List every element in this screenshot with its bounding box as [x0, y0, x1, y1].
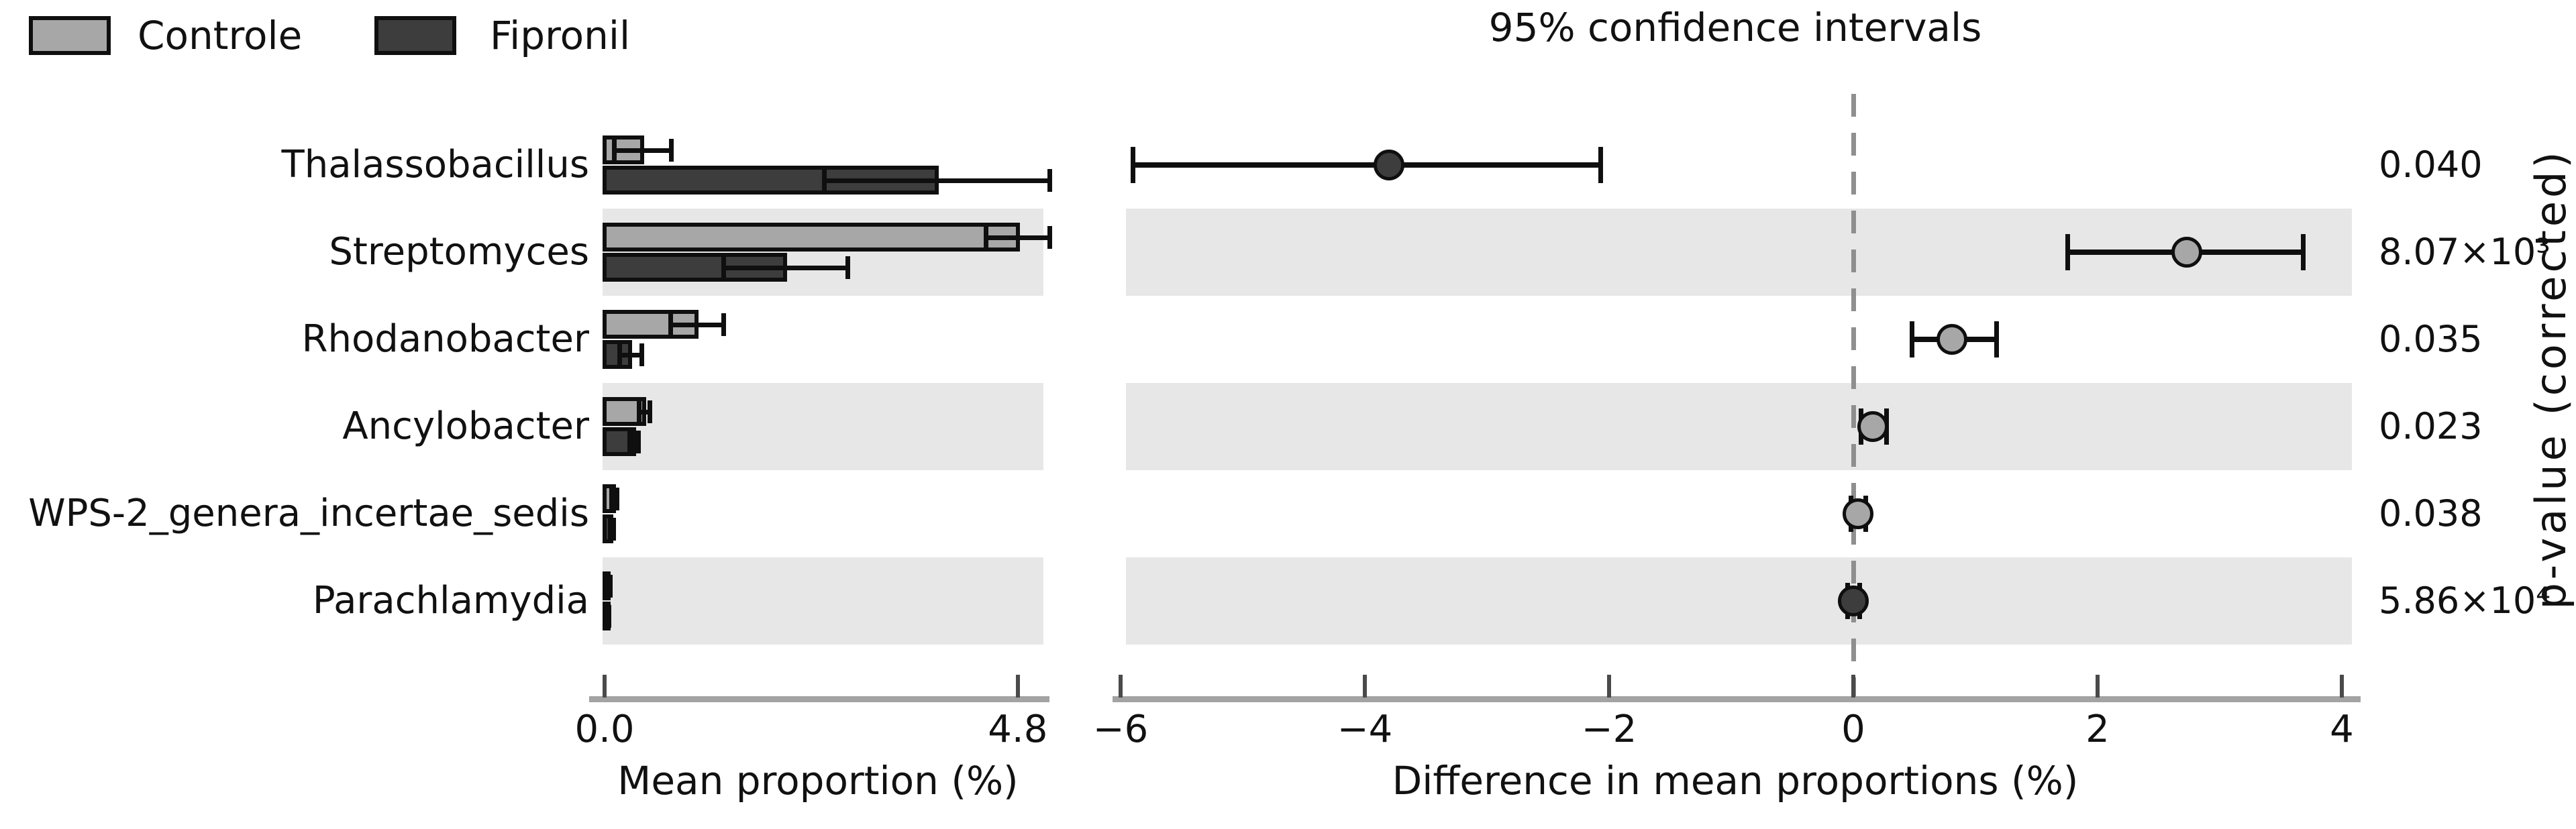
fipronil-bar: [603, 166, 939, 195]
left-axis-tick: [1015, 675, 1020, 698]
fipronil-sd-cap-high: [611, 518, 616, 541]
fipronil-sd-cap-low: [627, 431, 633, 453]
left-axis-tick-label: 0.0: [574, 708, 635, 751]
right-axis-tick-label: −4: [1337, 708, 1393, 751]
fipronil-sd-cap-high: [1047, 169, 1053, 192]
ci-mean-marker: [1374, 150, 1405, 180]
fipronil-sd-cap-high: [845, 256, 850, 279]
right-axis-tick-label: 2: [2085, 708, 2110, 751]
row-label: Thalassobacillus: [281, 143, 590, 186]
ci-mean-marker: [1857, 411, 1889, 442]
right-panel-x-axis-title: Difference in mean proportions (%): [1392, 758, 2079, 804]
fipronil-sd-cap-low: [607, 518, 613, 541]
p-value: 0.035: [2379, 318, 2483, 360]
controle-sd-whisker: [614, 148, 671, 153]
right-axis-tick: [1607, 675, 1611, 698]
ci-mean-marker: [1937, 324, 1968, 355]
p-value: 8.07×10³: [2379, 231, 2551, 273]
ci-cap-high: [1994, 321, 1999, 357]
ci-line: [1133, 162, 1601, 168]
left-panel-x-axis-line: [589, 696, 1049, 702]
controle-sd-cap-high: [721, 313, 727, 336]
left-panel-x-axis-title: Mean proportion (%): [617, 758, 1019, 804]
right-axis-tick-label: 0: [1841, 708, 1865, 751]
row-band-left: [603, 383, 1043, 470]
row-band-right: [1126, 383, 2352, 470]
fipronil-sd-whisker: [619, 353, 642, 357]
ci-cap-low: [2065, 234, 2070, 270]
ci-mean-marker: [1843, 498, 1874, 529]
right-axis-tick: [1363, 675, 1367, 698]
row-label: Streptomyces: [329, 230, 589, 274]
ci-mean-marker: [1838, 586, 1869, 616]
right-axis-tick-label: −6: [1092, 708, 1149, 751]
p-value: 5.86×10⁴: [2379, 579, 2551, 622]
controle-bar: [603, 223, 1020, 252]
chart-title: 95% confidence intervals: [1488, 5, 1982, 50]
p-value: 0.038: [2379, 492, 2483, 535]
controle-sd-cap-high: [1047, 226, 1053, 249]
fipronil-sd-cap-high: [607, 605, 612, 628]
zero-reference-line: [1851, 94, 1856, 701]
left-axis-tick: [603, 675, 607, 698]
legend-label-fipronil: Fipronil: [490, 13, 631, 58]
right-axis-tick: [2096, 675, 2100, 698]
right-axis-tick: [2340, 675, 2344, 698]
row-label: Rhodanobacter: [301, 317, 589, 361]
p-value: 0.040: [2379, 144, 2483, 186]
fipronil-sd-cap-low: [617, 343, 622, 366]
controle-sd-cap-high: [614, 488, 619, 510]
row-band-right: [1126, 557, 2352, 645]
ci-cap-high: [2300, 234, 2306, 270]
controle-sd-cap-low: [637, 400, 642, 423]
controle-sd-cap-low: [668, 313, 673, 336]
controle-sd-cap-high: [668, 139, 674, 162]
fipronil-sd-whisker: [723, 266, 847, 270]
row-label: WPS-2_genera_incertae_sedis: [28, 492, 589, 535]
p-value: 0.023: [2379, 405, 2483, 447]
controle-sd-whisker: [639, 410, 650, 414]
fipronil-sd-whisker: [824, 178, 1050, 183]
legend-swatch-controle: [29, 16, 111, 55]
controle-sd-cap-high: [607, 575, 613, 598]
fipronil-sd-cap-low: [721, 256, 727, 279]
legend-label-controle: Controle: [138, 13, 303, 58]
right-axis-tick-label: 4: [2330, 708, 2354, 751]
row-band-left: [603, 209, 1043, 296]
controle-sd-whisker: [670, 323, 724, 327]
right-axis-tick: [1119, 675, 1123, 698]
controle-sd-whisker: [986, 235, 1050, 240]
fipronil-sd-cap-low: [822, 169, 827, 192]
legend-swatch-fipronil: [374, 16, 456, 55]
controle-sd-cap-low: [612, 139, 617, 162]
right-axis-tick-label: −2: [1581, 708, 1637, 751]
controle-sd-cap-high: [647, 400, 652, 423]
ci-mean-marker: [2171, 237, 2202, 268]
ci-cap-high: [1598, 147, 1604, 183]
right-axis-tick: [1851, 675, 1855, 698]
controle-sd-cap-low: [984, 226, 989, 249]
controle-sd-cap-low: [609, 488, 615, 510]
fipronil-sd-cap-high: [636, 431, 641, 453]
left-axis-tick-label: 4.8: [988, 708, 1048, 751]
fipronil-sd-cap-high: [639, 343, 645, 366]
fipronil-sd-whisker: [629, 440, 639, 445]
row-band-left: [603, 557, 1043, 645]
right-panel-x-axis-line: [1113, 696, 2361, 702]
ci-cap-low: [1910, 321, 1915, 357]
ci-cap-low: [1131, 147, 1136, 183]
row-label: Parachlamydia: [312, 579, 589, 622]
row-label: Ancylobacter: [342, 404, 589, 448]
